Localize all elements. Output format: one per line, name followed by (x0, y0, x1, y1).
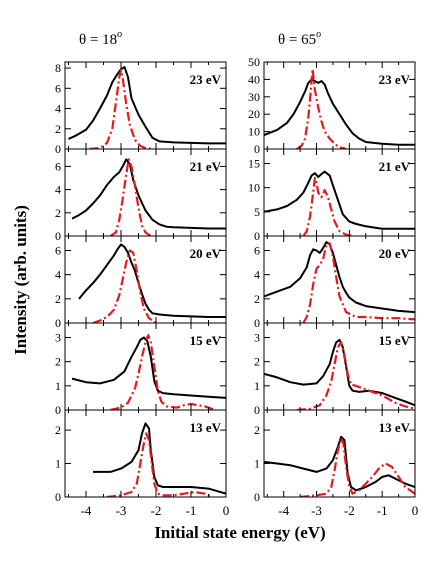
x-tick-label: -1 (377, 503, 388, 518)
panel-energy-label: 20 eV (379, 246, 411, 261)
x-tick-label: 0 (412, 503, 419, 518)
y-tick-label: 3 (55, 331, 61, 345)
experiment-curve-0-0 (68, 66, 226, 145)
y-tick-label: 50 (248, 55, 260, 69)
column-title-1: θ = 65o (278, 29, 321, 48)
panel-energy-label: 15 eV (190, 333, 222, 348)
theory-curve-0-2 (92, 249, 157, 323)
experiment-curve-1-3 (264, 338, 415, 407)
experiment-curve-1-0 (264, 78, 415, 146)
y-tick-label: 10 (248, 181, 260, 195)
panel-energy-label: 21 eV (379, 159, 411, 174)
y-tick-label: 4 (55, 102, 61, 116)
panel-energy-label: 13 eV (379, 420, 411, 435)
x-tick-label: -1 (186, 503, 197, 518)
y-tick-label: 4 (55, 183, 61, 197)
y-tick-label: 1 (254, 379, 260, 393)
y-tick-label: 2 (55, 206, 61, 220)
y-tick-label: 2 (254, 355, 260, 369)
y-tick-label: 1 (55, 379, 61, 393)
experiment-curve-0-4 (93, 422, 226, 495)
y-tick-label: 15 (248, 157, 260, 171)
y-tick-label: 6 (254, 244, 260, 258)
x-tick-label: -4 (278, 503, 289, 518)
panel-energy-label: 21 eV (190, 159, 222, 174)
y-tick-label: 0 (254, 316, 260, 330)
x-tick-label: 0 (223, 503, 230, 518)
x-tick-label: -3 (311, 503, 322, 518)
y-tick-label: 1 (55, 457, 61, 471)
y-tick-label: 0 (55, 142, 61, 156)
y-tick-label: 8 (55, 61, 61, 75)
panel-energy-label: 23 eV (379, 72, 411, 87)
y-tick-label: 4 (55, 268, 61, 282)
y-tick-label: 4 (254, 268, 260, 282)
theory-curve-1-4 (299, 437, 415, 497)
column-title-text: θ = 65 (278, 32, 316, 48)
theory-curve-0-1 (109, 158, 152, 236)
x-tick-label: -4 (81, 503, 92, 518)
y-tick-label: 40 (248, 72, 260, 86)
y-tick-label: 2 (55, 122, 61, 136)
theory-curve-0-4 (106, 432, 213, 497)
theory-curve-1-3 (296, 341, 415, 410)
y-tick-label: 20 (248, 107, 260, 121)
y-axis-label: Intensity (arb. units) (11, 205, 30, 355)
y-tick-label: 6 (55, 244, 61, 258)
y-tick-label: 0 (55, 316, 61, 330)
y-tick-label: 5 (254, 205, 260, 219)
theory-curve-0-3 (110, 334, 216, 410)
column-title-0: θ = 18o (79, 29, 122, 48)
experiment-curve-1-1 (264, 170, 415, 230)
panel-energy-label: 23 eV (190, 72, 222, 87)
y-tick-label: 2 (55, 423, 61, 437)
panel-frame-1-4 (263, 409, 416, 498)
theory-curve-1-0 (296, 67, 347, 149)
x-tick-label: -3 (116, 503, 127, 518)
y-tick-label: 6 (55, 81, 61, 95)
theory-curve-1-2 (302, 242, 415, 323)
column-title-superscript: o (316, 29, 321, 40)
y-tick-label: 0 (254, 229, 260, 243)
y-tick-label: 0 (254, 490, 260, 504)
panel-energy-label: 13 eV (190, 420, 222, 435)
y-tick-label: 3 (254, 331, 260, 345)
x-tick-label: -2 (344, 503, 355, 518)
y-tick-label: 0 (55, 229, 61, 243)
y-tick-label: 2 (254, 292, 260, 306)
y-tick-label: 0 (254, 403, 260, 417)
panel-energy-label: 20 eV (190, 246, 222, 261)
theory-curve-1-1 (302, 176, 353, 236)
panel-frame-0-4 (64, 409, 227, 498)
y-tick-label: 0 (254, 142, 260, 156)
y-tick-label: 0 (55, 490, 61, 504)
experiment-curve-0-2 (78, 243, 226, 318)
y-tick-label: 10 (248, 125, 260, 139)
y-tick-label: 0 (55, 403, 61, 417)
y-tick-label: 2 (55, 292, 61, 306)
x-tick-label: -2 (151, 503, 162, 518)
x-axis-label: Initial state energy (eV) (154, 523, 325, 542)
y-tick-label: 30 (248, 90, 260, 104)
panel-energy-label: 15 eV (379, 333, 411, 348)
y-tick-label: 1 (254, 457, 260, 471)
column-title-text: θ = 18 (79, 32, 117, 48)
y-tick-label: 6 (55, 159, 61, 173)
theory-curve-0-0 (89, 68, 153, 149)
y-tick-label: 2 (55, 355, 61, 369)
y-tick-label: 2 (254, 423, 260, 437)
column-title-superscript: o (117, 29, 122, 40)
experiment-curve-1-4 (264, 435, 415, 492)
